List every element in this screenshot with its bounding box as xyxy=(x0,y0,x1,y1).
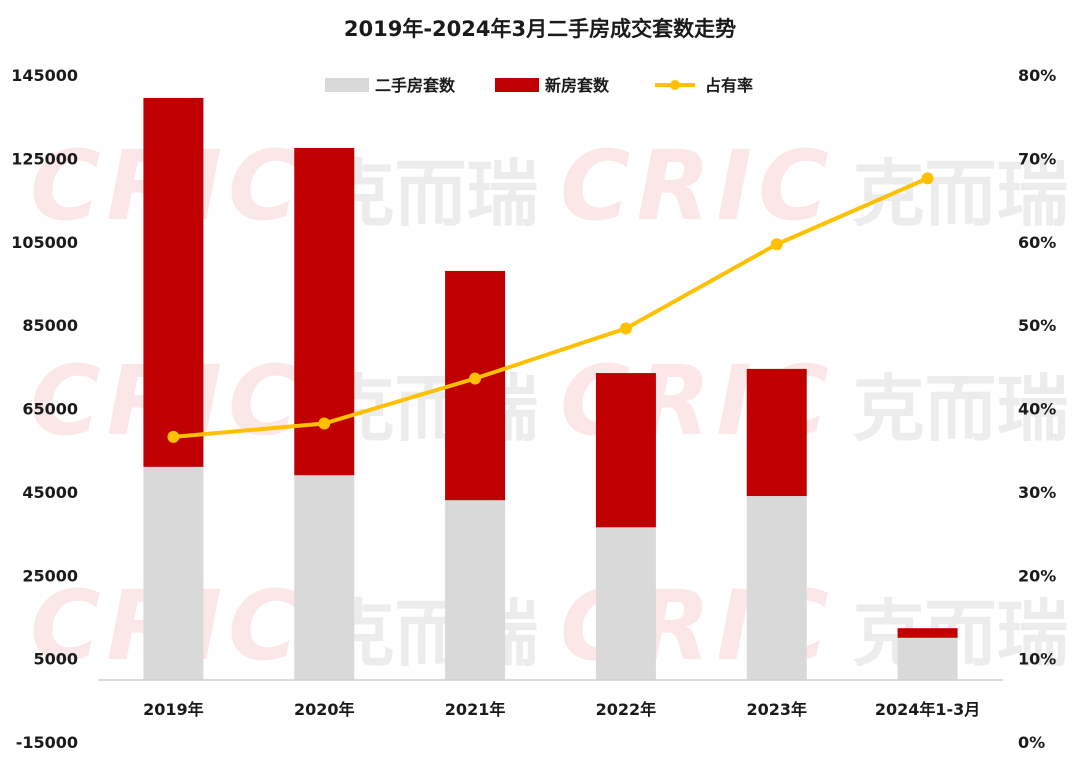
bar-resale xyxy=(143,466,204,680)
right-axis-tick-label: 10% xyxy=(1018,650,1056,669)
bar-new-home xyxy=(143,97,204,467)
x-axis-tick-label: 2022年 xyxy=(596,700,657,719)
legend-swatch xyxy=(325,78,369,92)
left-axis-tick-label: -15000 xyxy=(16,733,78,752)
legend-swatch xyxy=(495,78,539,92)
bar-new-home xyxy=(746,368,807,497)
share-point xyxy=(318,417,331,430)
right-axis-tick-label: 40% xyxy=(1018,400,1056,419)
share-point xyxy=(469,372,482,385)
bar-new-home xyxy=(595,373,656,528)
left-axis-tick-label: 5000 xyxy=(33,650,78,669)
left-axis-tick-label: 65000 xyxy=(22,400,78,419)
legend-swatch-marker xyxy=(670,80,680,90)
x-axis-tick-label: 2021年 xyxy=(445,700,506,719)
x-axis-tick-label: 2024年1-3月 xyxy=(875,700,980,719)
bar-resale xyxy=(897,637,958,680)
share-point xyxy=(619,322,632,335)
bar-resale xyxy=(445,500,506,680)
right-axis-tick-label: 20% xyxy=(1018,566,1056,585)
x-axis-tick-label: 2019年 xyxy=(143,700,204,719)
share-line-series xyxy=(167,172,934,443)
bars xyxy=(143,97,958,680)
legend: 二手房套数 新房套数 占有率 xyxy=(325,76,753,95)
left-axis-tick-label: 125000 xyxy=(11,149,78,168)
right-axis: 80% 70% 60% 50% 40% 30% 20% 10% 0% xyxy=(1018,66,1056,752)
share-point xyxy=(921,172,934,185)
x-axis-labels: 2019年 2020年 2021年 2022年 2023年 2024年1-3月 xyxy=(143,700,980,719)
chart-title: 2019年-2024年3月二手房成交套数走势 xyxy=(344,17,736,41)
legend-label: 二手房套数 xyxy=(375,76,456,95)
left-axis-tick-label: 105000 xyxy=(11,233,78,252)
share-point xyxy=(167,430,180,443)
right-axis-tick-label: 70% xyxy=(1018,149,1056,168)
left-axis-tick-label: 145000 xyxy=(11,66,78,85)
right-axis-tick-label: 50% xyxy=(1018,316,1056,335)
right-axis-tick-label: 30% xyxy=(1018,483,1056,502)
left-axis-tick-label: 85000 xyxy=(22,316,78,335)
legend-label: 新房套数 xyxy=(545,76,610,95)
right-axis-tick-label: 0% xyxy=(1018,733,1045,752)
x-axis-tick-label: 2023年 xyxy=(746,700,807,719)
right-axis-tick-label: 80% xyxy=(1018,66,1056,85)
share-line xyxy=(173,176,929,439)
legend-label: 占有率 xyxy=(705,76,753,95)
right-axis-tick-label: 60% xyxy=(1018,233,1056,252)
left-axis-tick-label: 25000 xyxy=(22,566,78,585)
bar-resale xyxy=(595,527,656,680)
left-axis-tick-label: 45000 xyxy=(22,483,78,502)
x-axis-tick-label: 2020年 xyxy=(294,700,355,719)
left-axis: 145000 125000 105000 85000 65000 45000 25000 50… xyxy=(11,66,78,752)
bar-new-home xyxy=(897,628,958,638)
bar-resale xyxy=(746,496,807,680)
share-point xyxy=(770,238,783,251)
bar-resale xyxy=(294,475,355,680)
